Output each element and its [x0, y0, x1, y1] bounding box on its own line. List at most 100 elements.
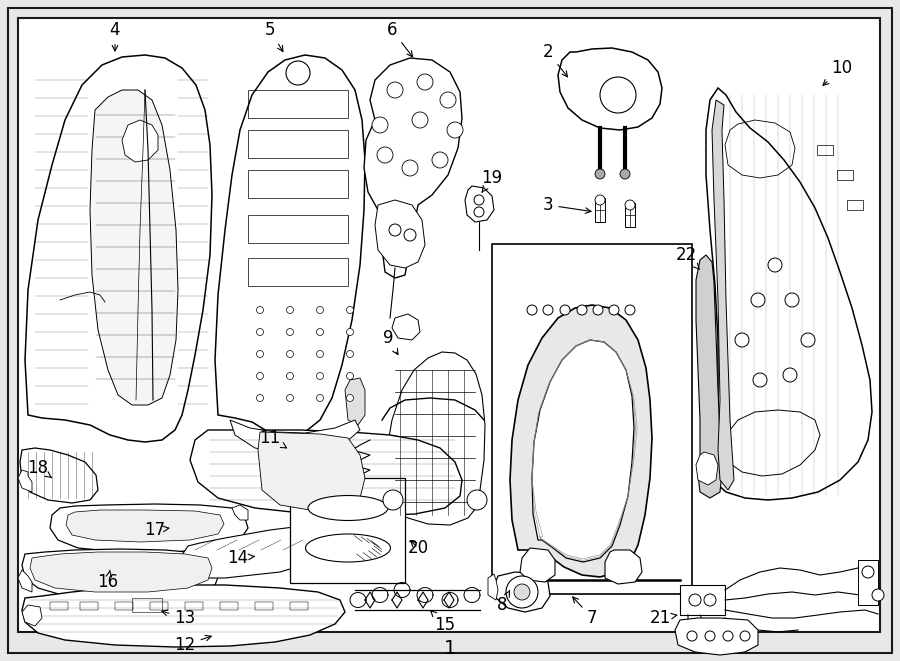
Circle shape [687, 631, 697, 641]
Polygon shape [125, 593, 172, 621]
Polygon shape [488, 574, 498, 600]
Bar [248, 90, 348, 118]
Text: 7: 7 [572, 597, 598, 627]
Polygon shape [605, 550, 642, 584]
Polygon shape [532, 340, 634, 562]
Text: 22: 22 [675, 246, 699, 269]
Circle shape [447, 122, 463, 138]
Polygon shape [382, 352, 485, 525]
Text: 17: 17 [144, 521, 169, 539]
Circle shape [286, 61, 310, 85]
Circle shape [740, 631, 750, 641]
Text: 5: 5 [265, 21, 283, 52]
Circle shape [317, 350, 323, 358]
Text: 21: 21 [650, 609, 677, 627]
Bar [858, 560, 878, 605]
Bar [625, 203, 635, 227]
Polygon shape [230, 420, 360, 454]
Polygon shape [22, 549, 220, 598]
Circle shape [593, 305, 603, 315]
Circle shape [286, 350, 293, 358]
Text: 8: 8 [497, 591, 509, 614]
Circle shape [286, 373, 293, 379]
Polygon shape [50, 504, 248, 552]
Circle shape [317, 395, 323, 401]
Bar [255, 602, 273, 610]
Circle shape [317, 307, 323, 313]
Text: 6: 6 [387, 21, 412, 57]
Circle shape [404, 229, 416, 241]
Text: 1: 1 [444, 639, 456, 658]
Text: 12: 12 [175, 635, 211, 654]
Polygon shape [345, 378, 365, 425]
Polygon shape [696, 255, 722, 498]
Bar [50, 602, 68, 610]
Polygon shape [20, 448, 98, 503]
Circle shape [785, 293, 799, 307]
Text: 13: 13 [162, 609, 195, 627]
Polygon shape [18, 470, 32, 492]
Bar [220, 602, 238, 610]
Circle shape [620, 169, 630, 179]
Bar [290, 602, 308, 610]
Bar [248, 130, 348, 158]
Polygon shape [696, 452, 718, 485]
Circle shape [609, 305, 619, 315]
Circle shape [801, 333, 815, 347]
Polygon shape [215, 55, 365, 436]
Circle shape [543, 305, 553, 315]
Polygon shape [30, 552, 212, 592]
Circle shape [467, 490, 487, 510]
Polygon shape [190, 430, 462, 516]
Bar [248, 258, 348, 286]
Circle shape [317, 373, 323, 379]
Circle shape [412, 112, 428, 128]
Circle shape [595, 169, 605, 179]
Polygon shape [25, 55, 212, 442]
Bar [290, 478, 405, 583]
Polygon shape [706, 88, 872, 500]
Circle shape [474, 195, 484, 205]
Circle shape [346, 329, 354, 336]
Bar [150, 602, 168, 610]
Circle shape [256, 329, 264, 336]
Text: 9: 9 [382, 329, 398, 354]
Circle shape [377, 147, 393, 163]
Circle shape [735, 333, 749, 347]
Circle shape [440, 92, 456, 108]
Circle shape [595, 195, 605, 205]
Text: 10: 10 [823, 59, 852, 85]
Polygon shape [392, 314, 420, 340]
Circle shape [705, 631, 715, 641]
Ellipse shape [305, 534, 391, 562]
Bar [115, 602, 133, 610]
Bar [185, 602, 203, 610]
Polygon shape [375, 200, 425, 268]
Polygon shape [122, 120, 158, 162]
Circle shape [723, 631, 733, 641]
Bar [492, 244, 692, 594]
Circle shape [474, 207, 484, 217]
Circle shape [383, 490, 403, 510]
Circle shape [317, 329, 323, 336]
Circle shape [256, 395, 264, 401]
Polygon shape [675, 618, 758, 655]
Bar [837, 170, 853, 180]
Bar [248, 170, 348, 198]
Polygon shape [182, 525, 345, 578]
Circle shape [689, 594, 701, 606]
Circle shape [872, 589, 884, 601]
Bar [817, 145, 833, 155]
Circle shape [346, 307, 354, 313]
Circle shape [402, 160, 418, 176]
Circle shape [346, 395, 354, 401]
Text: 18: 18 [27, 459, 51, 478]
Circle shape [286, 395, 293, 401]
Circle shape [256, 307, 264, 313]
Circle shape [286, 329, 293, 336]
Bar [248, 215, 348, 243]
Bar [132, 598, 162, 612]
Text: 3: 3 [543, 196, 591, 214]
Bar [595, 198, 605, 222]
Circle shape [625, 305, 635, 315]
